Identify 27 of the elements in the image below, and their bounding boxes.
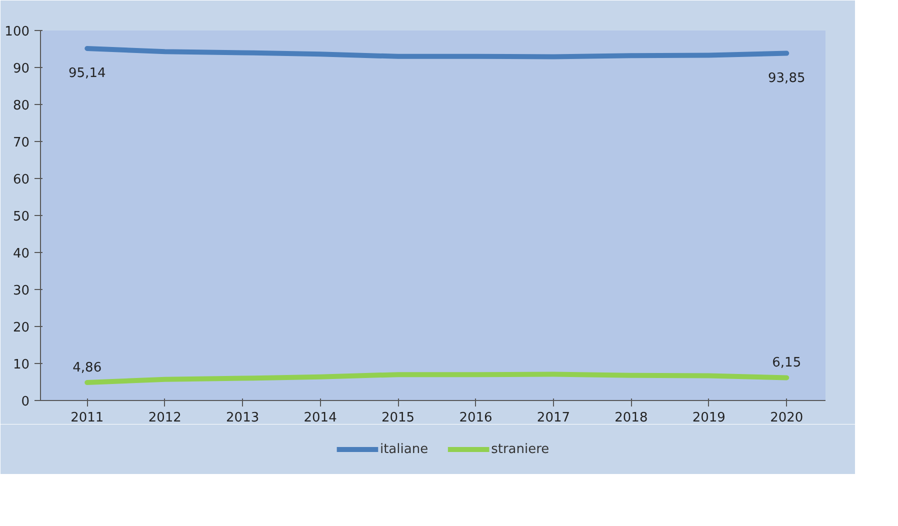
x-tick-label: 2018	[614, 410, 648, 426]
x-tick-label: 2020	[770, 410, 804, 426]
data-label: 95,14	[68, 66, 106, 81]
x-tick-label: 2013	[226, 410, 260, 426]
data-label: 4,86	[72, 360, 102, 376]
x-tick-label: 2015	[381, 410, 415, 426]
y-tick-label: 80	[12, 98, 30, 114]
legend-label: straniere	[491, 442, 550, 457]
y-tick-label: 60	[12, 172, 30, 188]
x-tick-label: 2011	[70, 410, 104, 426]
x-tick-label: 2019	[692, 410, 726, 426]
y-tick-label: 20	[12, 320, 30, 336]
x-tick-label: 2012	[148, 410, 182, 426]
x-tick-label: 2017	[536, 410, 570, 426]
y-tick-label: 0	[21, 394, 30, 410]
y-tick-label: 90	[12, 62, 30, 76]
x-tick-label: 2014	[304, 410, 337, 426]
data-label: 6,15	[772, 356, 802, 371]
y-tick-label: 30	[12, 284, 30, 298]
y-tick-label: 70	[12, 136, 30, 150]
data-label: 93,85	[768, 70, 806, 86]
y-tick-label: 50	[12, 210, 30, 224]
legend-label: italiane	[380, 442, 428, 457]
y-tick-label: 100	[4, 24, 30, 40]
x-tick-label: 2016	[459, 410, 492, 426]
y-tick-label: 10	[12, 358, 30, 372]
y-tick-label: 40	[12, 246, 30, 262]
